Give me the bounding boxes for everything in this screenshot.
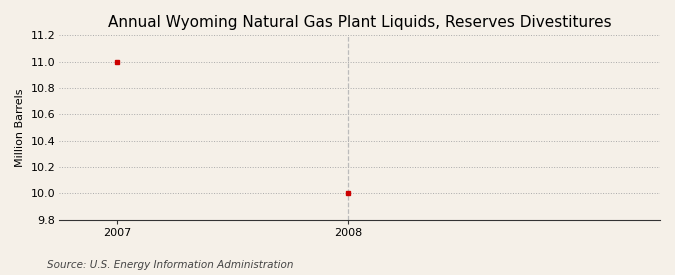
Title: Annual Wyoming Natural Gas Plant Liquids, Reserves Divestitures: Annual Wyoming Natural Gas Plant Liquids… — [108, 15, 612, 30]
Y-axis label: Million Barrels: Million Barrels — [15, 88, 25, 167]
Text: Source: U.S. Energy Information Administration: Source: U.S. Energy Information Administ… — [47, 260, 294, 270]
